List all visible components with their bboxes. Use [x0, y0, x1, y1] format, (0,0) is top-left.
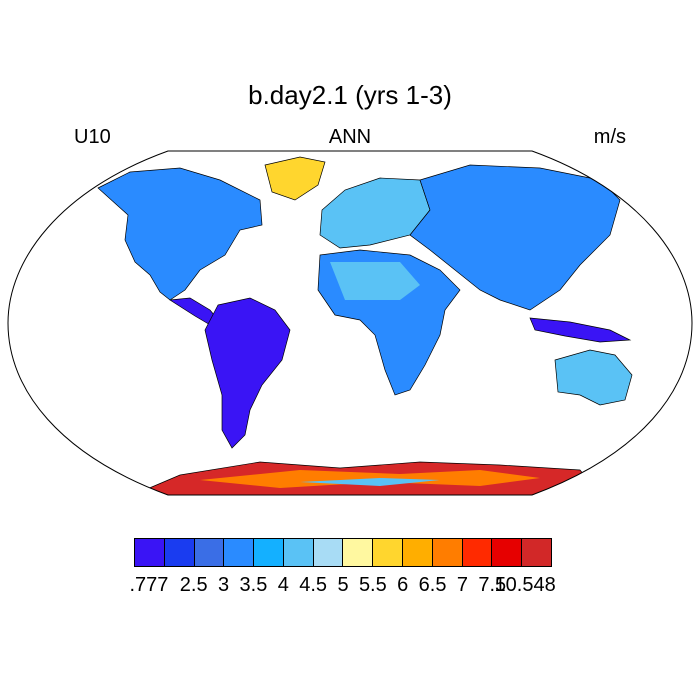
colorbar-swatch [492, 539, 522, 566]
colorbar-swatch [463, 539, 493, 566]
colorbar-label: 5 [337, 574, 348, 597]
colorbar-label: 2.5 [180, 574, 208, 597]
colorbar-label: 7 [457, 574, 468, 597]
colorbar-label: 3 [218, 574, 229, 597]
colorbar-label: 4.5 [299, 574, 327, 597]
colorbar-label: 6.5 [419, 574, 447, 597]
colorbar-swatch [314, 539, 344, 566]
colorbar-swatch [135, 539, 165, 566]
colorbar-swatch [254, 539, 284, 566]
greenland-land [265, 157, 325, 200]
colorbar-swatch [195, 539, 225, 566]
colorbar-swatch [284, 539, 314, 566]
colorbar [134, 538, 552, 567]
colorbar-label: 3.5 [240, 574, 268, 597]
colorbar-label: 10.548 [495, 574, 556, 597]
colorbar-swatch [433, 539, 463, 566]
south-america-land [205, 298, 290, 448]
indonesia-land [530, 318, 630, 342]
colorbar-label: 5.5 [359, 574, 387, 597]
colorbar-swatch [343, 539, 373, 566]
north-america-land [98, 168, 262, 300]
colorbar-swatch [373, 539, 403, 566]
colorbar-label: .777 [129, 574, 168, 597]
australia-land [555, 350, 632, 405]
colorbar-labels: .777 2.5 3 3.5 4 4.5 5 5.5 6 6.5 7 7.5 10.548 [0, 574, 700, 598]
colorbar-swatch [165, 539, 195, 566]
colorbar-swatch [224, 539, 254, 566]
colorbar-swatch [522, 539, 551, 566]
colorbar-label: 4 [278, 574, 289, 597]
colorbar-swatch [403, 539, 433, 566]
colorbar-label: 6 [397, 574, 408, 597]
